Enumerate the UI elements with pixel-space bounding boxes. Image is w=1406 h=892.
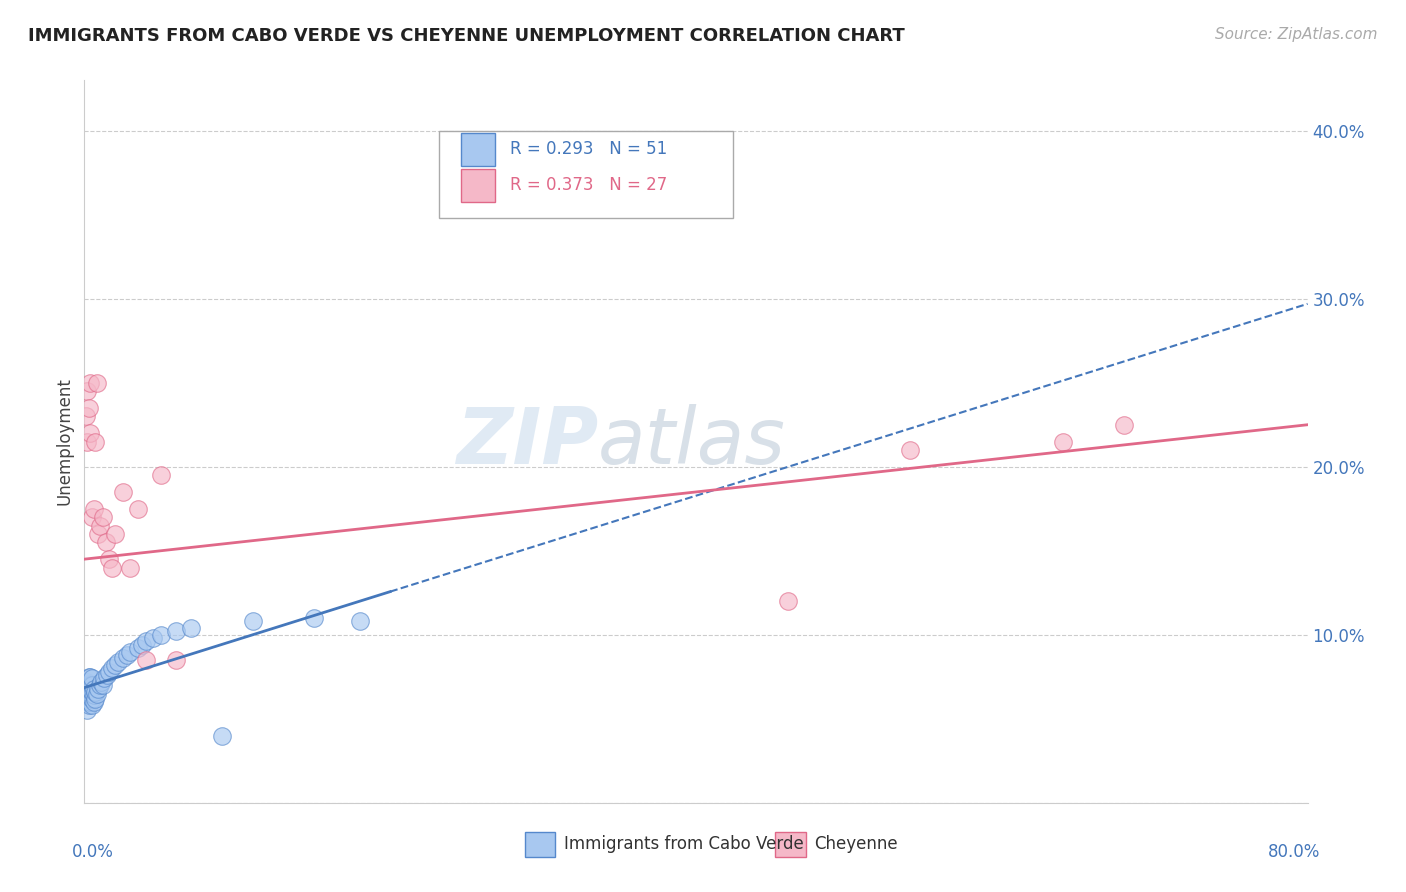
Point [79, 670, 101, 684]
Point [127, 501, 149, 516]
Point [149, 628, 172, 642]
Point [242, 615, 264, 629]
Point [111, 485, 134, 500]
Point [97, 665, 120, 679]
Point [75, 678, 97, 692]
Point [75, 409, 97, 424]
Point [131, 638, 153, 652]
Point [165, 653, 187, 667]
Text: ZIP: ZIP [456, 403, 598, 480]
Point [111, 651, 134, 665]
Point [104, 527, 127, 541]
Text: R = 0.293   N = 51: R = 0.293 N = 51 [510, 140, 668, 158]
Point [776, 594, 799, 608]
Text: 80.0%: 80.0% [1267, 843, 1320, 861]
Point [76, 703, 98, 717]
Text: R = 0.373   N = 27: R = 0.373 N = 27 [510, 177, 668, 194]
Point [79, 687, 101, 701]
Point [93, 672, 115, 686]
Point [77, 690, 100, 704]
Point [83, 688, 105, 702]
Point [89, 518, 111, 533]
Point [80, 698, 103, 713]
Point [94, 535, 117, 549]
Point [1114, 417, 1136, 432]
Point [84, 434, 107, 449]
Point [135, 634, 157, 648]
Point [120, 644, 142, 658]
Point [211, 729, 233, 743]
Text: 0.0%: 0.0% [72, 843, 114, 861]
Point [97, 552, 120, 566]
Point [127, 641, 149, 656]
Point [86, 687, 108, 701]
Point [1052, 434, 1074, 449]
Point [86, 376, 108, 390]
Point [165, 624, 187, 639]
Point [83, 681, 105, 696]
Point [90, 674, 112, 689]
Text: Source: ZipAtlas.com: Source: ZipAtlas.com [1215, 27, 1378, 42]
FancyBboxPatch shape [439, 131, 733, 218]
Point [80, 672, 103, 686]
Point [898, 442, 921, 457]
Point [96, 668, 118, 682]
Point [76, 384, 98, 398]
Point [142, 631, 165, 645]
Point [149, 468, 172, 483]
Point [84, 691, 107, 706]
Point [83, 501, 105, 516]
Point [135, 653, 157, 667]
Point [89, 678, 111, 692]
Point [91, 510, 114, 524]
Point [84, 685, 107, 699]
Text: Cheyenne: Cheyenne [814, 835, 898, 853]
Point [77, 401, 100, 415]
Text: Immigrants from Cabo Verde: Immigrants from Cabo Verde [564, 835, 804, 853]
Point [87, 527, 110, 541]
Point [79, 695, 101, 709]
Point [77, 670, 100, 684]
Point [76, 681, 98, 696]
Bar [776, 831, 806, 857]
Point [77, 698, 100, 713]
Point [75, 687, 97, 701]
Point [83, 695, 105, 709]
Text: atlas: atlas [598, 403, 786, 480]
Point [79, 678, 101, 692]
Point [87, 681, 110, 696]
Point [79, 426, 101, 441]
Point [76, 674, 98, 689]
Point [180, 621, 202, 635]
Bar [461, 133, 495, 166]
Point [80, 510, 103, 524]
Point [75, 691, 97, 706]
Point [79, 376, 101, 390]
Bar [524, 831, 555, 857]
Point [77, 676, 100, 690]
Point [104, 658, 127, 673]
Point [115, 648, 138, 662]
Point [101, 661, 124, 675]
Bar [461, 169, 495, 202]
Point [80, 678, 103, 692]
Point [120, 560, 142, 574]
Point [80, 685, 103, 699]
Point [349, 615, 371, 629]
Y-axis label: Unemployment: Unemployment [55, 377, 73, 506]
Text: IMMIGRANTS FROM CABO VERDE VS CHEYENNE UNEMPLOYMENT CORRELATION CHART: IMMIGRANTS FROM CABO VERDE VS CHEYENNE U… [28, 27, 905, 45]
Point [77, 683, 100, 698]
Point [302, 611, 325, 625]
Point [76, 434, 98, 449]
Point [101, 560, 124, 574]
Point [107, 655, 129, 669]
Point [80, 691, 103, 706]
Point [91, 678, 114, 692]
Point [76, 695, 98, 709]
